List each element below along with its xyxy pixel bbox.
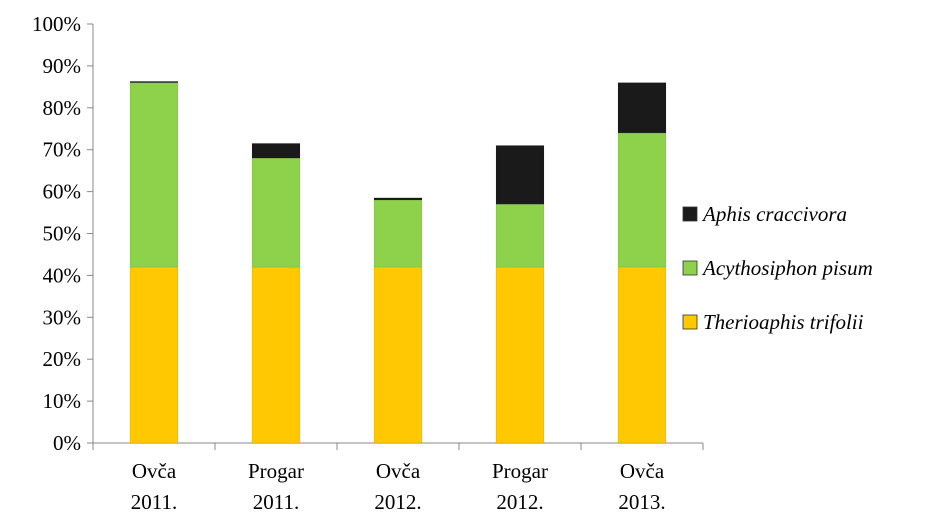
- legend-swatch: [682, 314, 698, 330]
- bar-segment: [495, 266, 545, 444]
- x-tick-label: Ovča 2012.: [374, 459, 421, 514]
- bar-segment: [373, 197, 423, 201]
- bar-segment: [129, 81, 179, 83]
- bar-segment: [373, 199, 423, 268]
- bars: [129, 81, 667, 444]
- y-tick-label: 80%: [43, 96, 82, 120]
- x-tick-label: Progar 2012.: [492, 459, 548, 514]
- x-tick-label: Ovča 2013.: [618, 459, 665, 514]
- legend-label: Aphis craccivora: [701, 202, 847, 226]
- y-tick-label: 40%: [43, 263, 82, 287]
- x-axis: Ovča 2011. Progar 2011. Ovča 2012. Progar 2012.…: [92, 442, 704, 514]
- y-tick-label: 10%: [43, 389, 82, 413]
- bar-segment: [617, 132, 667, 268]
- bar-segment: [495, 145, 545, 205]
- bar-segment: [617, 82, 667, 134]
- y-tick-label: 0%: [53, 431, 81, 455]
- legend-label: Acythosiphon pisum: [701, 256, 873, 280]
- y-tick-label: 100%: [32, 12, 81, 36]
- bar-segment: [129, 266, 179, 444]
- legend-swatch: [682, 260, 698, 276]
- x-tick-label: Progar 2011.: [248, 459, 304, 514]
- y-tick-label: 70%: [43, 138, 82, 162]
- y-tick-label: 90%: [43, 54, 82, 78]
- bar-segment: [617, 266, 667, 444]
- legend: Aphis craccivora Acythosiphon pisum Therio…: [682, 202, 873, 334]
- y-tick-label: 30%: [43, 305, 82, 329]
- bar-segment: [251, 157, 301, 268]
- y-tick-label: 50%: [43, 222, 82, 246]
- y-tick-label: 20%: [43, 347, 82, 371]
- legend-swatch: [682, 206, 698, 222]
- legend-label: Therioaphis trifolii: [703, 310, 864, 334]
- bar-segment: [129, 82, 179, 268]
- x-tick-label: Ovča 2011.: [131, 459, 177, 514]
- y-axis: 0% 10% 20% 30% 40% 50% 60% 70% 80% 90% 100%: [32, 12, 94, 455]
- bar-segment: [251, 266, 301, 444]
- bar-segment: [373, 266, 423, 444]
- bar-segment: [495, 203, 545, 268]
- y-tick-label: 60%: [43, 180, 82, 204]
- bar-segment: [251, 143, 301, 159]
